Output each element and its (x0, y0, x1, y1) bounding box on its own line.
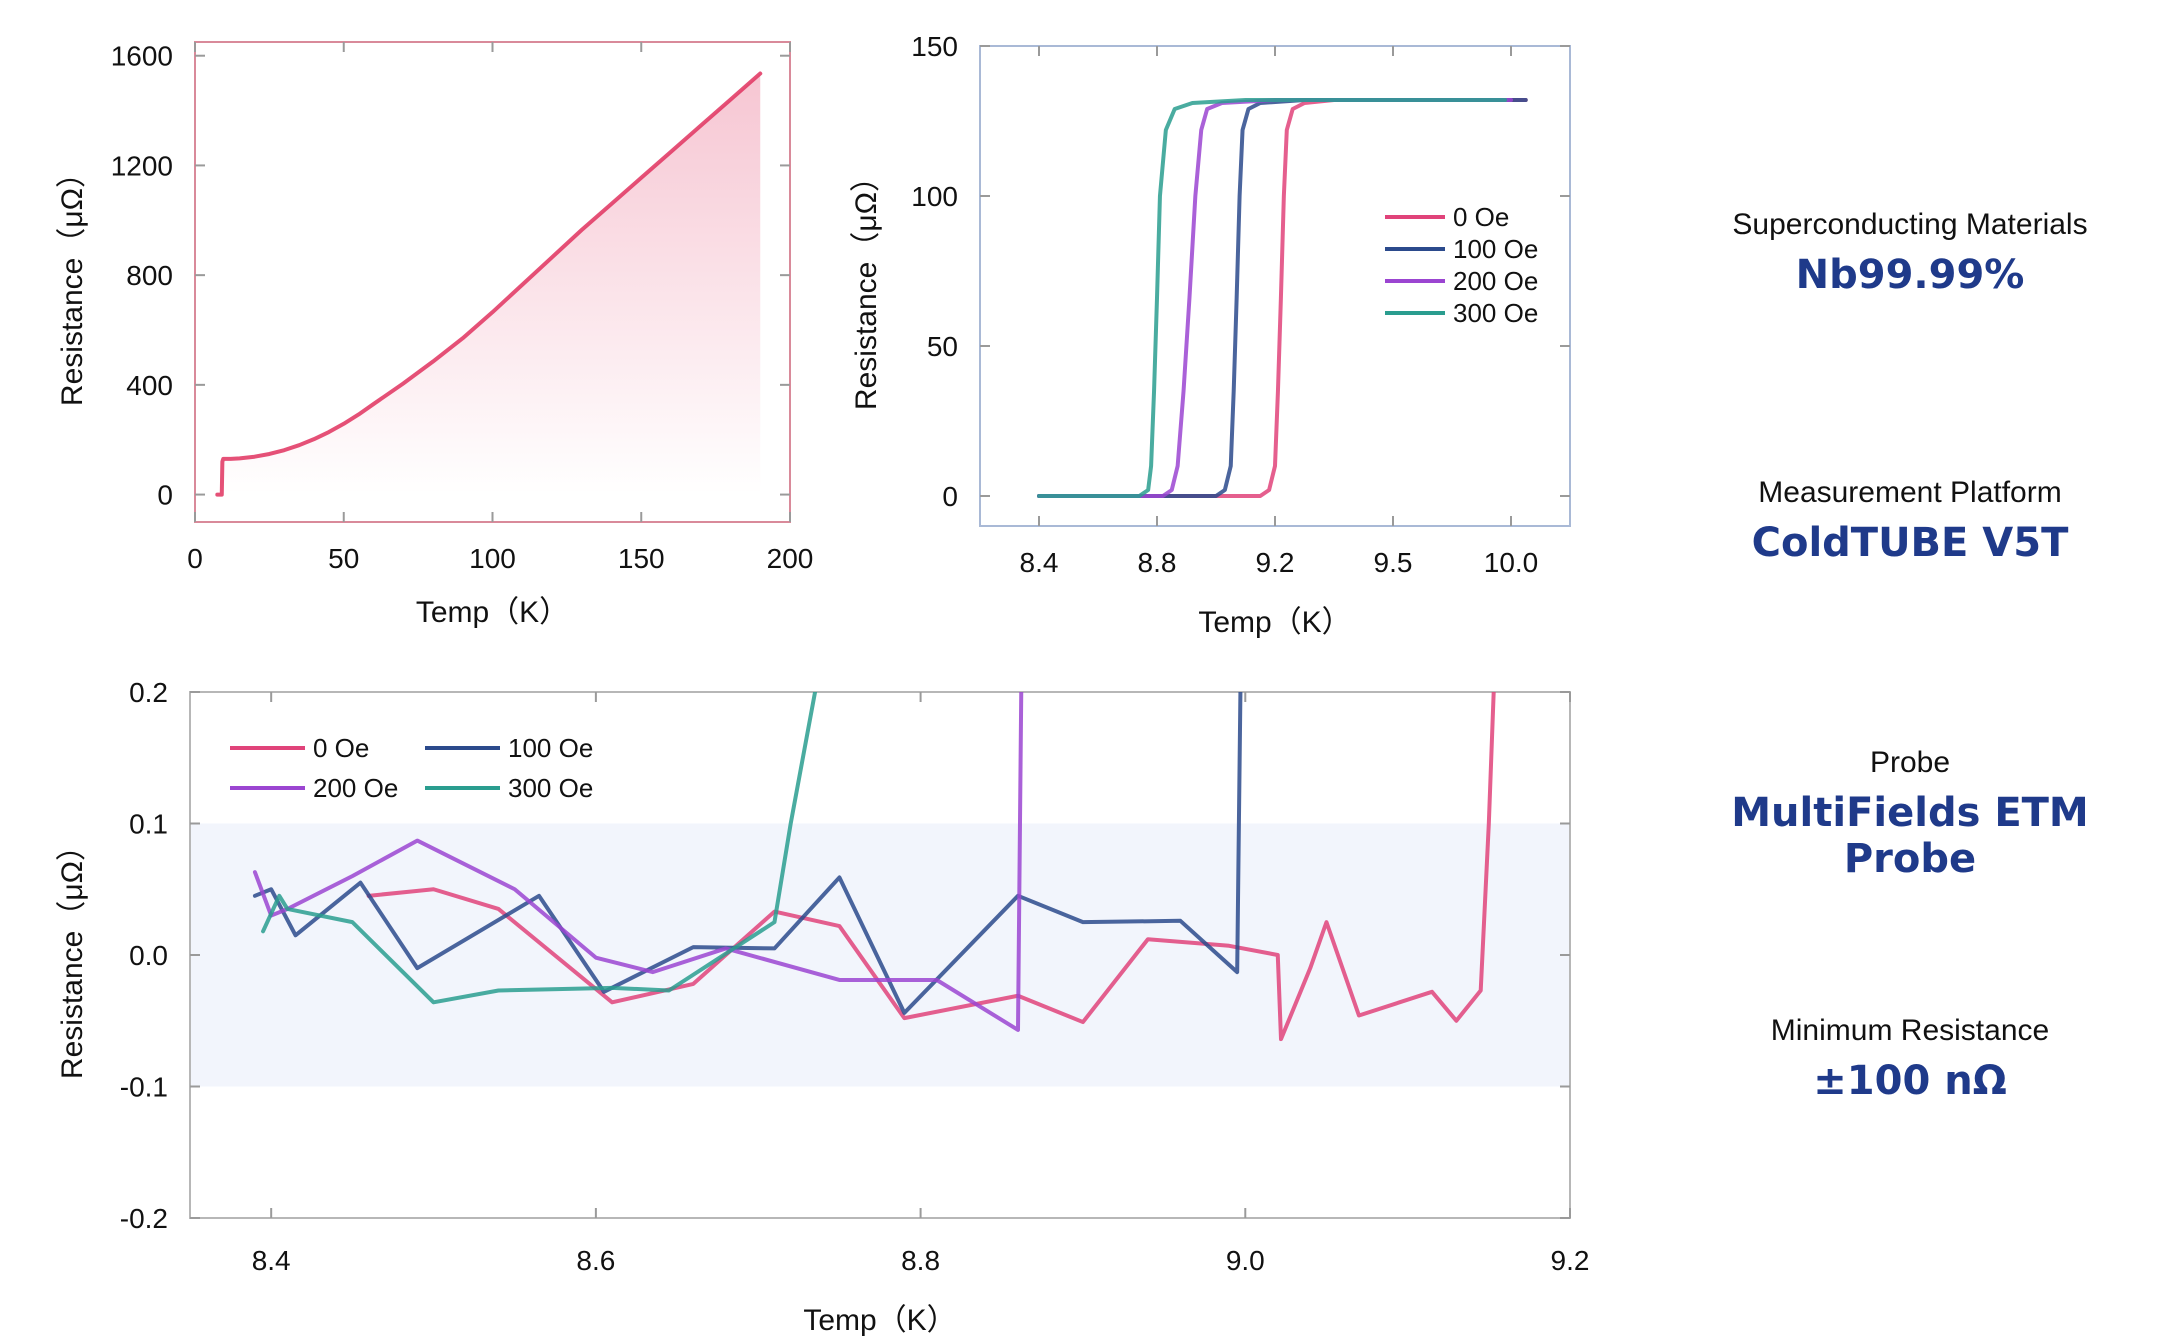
x-tick-label: 9.5 (1374, 547, 1413, 578)
x-tick-label: 8.4 (252, 1245, 291, 1276)
series-line-0 (215, 71, 763, 497)
y-tick-label: 0 (157, 480, 173, 511)
series-line-0-oe (1037, 98, 1528, 498)
y-tick-label: 0.0 (129, 940, 168, 971)
x-tick-label: 150 (618, 543, 665, 574)
noise-band (191, 823, 1569, 1087)
x-tick-label: 9.2 (1551, 1245, 1590, 1276)
series-line-300-oe (261, 692, 818, 1005)
x-tick-label: 50 (328, 543, 359, 574)
y-tick-label: 50 (927, 331, 958, 362)
y-tick-label: 0.1 (129, 809, 168, 840)
x-axis-label: Temp（K） (803, 1304, 956, 1337)
series-line-300-oe (1037, 98, 1508, 498)
x-tick-label: 8.8 (1138, 547, 1177, 578)
info-min-resistance-label: Minimum Resistance (1770, 1014, 2050, 1047)
plot-data (252, 692, 1496, 1042)
x-tick-label: 8.8 (901, 1245, 940, 1276)
y-axis-label: Resistance（μΩ） (56, 158, 89, 406)
legend-label: 100 Oe (508, 733, 593, 763)
info-platform-label: Measurement Platform (1758, 476, 2062, 509)
y-axis-label: Resistance（μΩ） (850, 162, 883, 410)
area-fill (217, 73, 761, 495)
x-tick-label: 9.2 (1256, 547, 1295, 578)
y-tick-label: 0 (942, 481, 958, 512)
legend-label: 200 Oe (1453, 266, 1538, 296)
info-material-value: Nb99.99% (1795, 252, 2025, 298)
info-probe-label: Probe (1869, 746, 1951, 779)
legend-label: 300 Oe (1453, 298, 1538, 328)
chart-minimum-resistance: 8.4 8.6 8.8 9.0 9.2 -0.2 -0.1 0.0 0.1 0.2 Temp（K） R… (56, 677, 1590, 1337)
chart-resistance-vs-temp-full: 0 50 100 150 200 0 400 800 1200 1600 Temp（K） Resist… (56, 41, 814, 629)
x-axis-label: Temp（K） (1198, 606, 1351, 639)
legend-label: 0 Oe (313, 733, 369, 763)
info-platform: Measurement Platform ColdTUBE V5T (1660, 476, 2160, 566)
legend-label: 200 Oe (313, 773, 398, 803)
info-probe-value: MultiFields ETM Probe (1731, 790, 2089, 882)
y-tick-label: 800 (126, 260, 173, 291)
chart-transition-zoom: 8.4 8.8 9.2 9.5 10.0 0 50 100 150 Temp（K） Resistan… (850, 31, 1571, 639)
series-line-100-oe (1037, 98, 1528, 498)
x-tick-label: 10.0 (1484, 547, 1539, 578)
info-min-resistance-value: ±100 nΩ (1813, 1058, 2007, 1104)
plot-data (215, 71, 763, 497)
info-material: Superconducting Materials Nb99.99% (1660, 208, 2160, 298)
y-tick-label: -0.1 (120, 1072, 168, 1103)
y-tick-label: -0.2 (120, 1203, 168, 1234)
x-tick-label: 200 (767, 543, 814, 574)
x-tick-label: 100 (469, 543, 516, 574)
y-tick-label: 150 (911, 31, 958, 62)
info-min-resistance: Minimum Resistance ±100 nΩ (1660, 1014, 2160, 1104)
y-tick-label: 1600 (111, 41, 173, 72)
info-platform-value: ColdTUBE V5T (1751, 520, 2069, 566)
x-tick-label: 8.4 (1020, 547, 1059, 578)
x-tick-label: 9.0 (1226, 1245, 1265, 1276)
plot-data (1037, 98, 1528, 498)
x-tick-label: 0 (187, 543, 203, 574)
series-line-0-oe (366, 692, 1496, 1042)
x-tick-label: 8.6 (576, 1245, 615, 1276)
y-tick-label: 100 (911, 181, 958, 212)
legend-label: 100 Oe (1453, 234, 1538, 264)
legend-label: 300 Oe (508, 773, 593, 803)
info-probe: Probe MultiFields ETM Probe (1660, 746, 2160, 882)
info-material-label: Superconducting Materials (1732, 208, 2088, 241)
x-axis-label: Temp（K） (416, 596, 569, 629)
y-axis-label: Resistance（μΩ） (56, 831, 89, 1079)
y-tick-label: 400 (126, 370, 173, 401)
legend-label: 0 Oe (1453, 202, 1509, 232)
y-tick-label: 1200 (111, 150, 173, 181)
y-tick-label: 0.2 (129, 677, 168, 708)
